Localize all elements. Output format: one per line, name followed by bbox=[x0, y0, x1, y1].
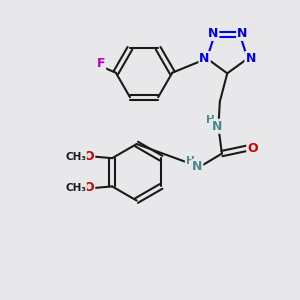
Text: O: O bbox=[84, 182, 94, 194]
Text: N: N bbox=[192, 160, 202, 173]
Text: O: O bbox=[84, 150, 94, 163]
Text: CH₃: CH₃ bbox=[65, 183, 86, 193]
Text: N: N bbox=[208, 27, 218, 40]
Text: N: N bbox=[237, 27, 247, 40]
Text: N: N bbox=[245, 52, 256, 65]
Text: CH₃: CH₃ bbox=[65, 152, 86, 162]
Text: H: H bbox=[186, 156, 194, 166]
Text: N: N bbox=[200, 52, 210, 65]
Text: H: H bbox=[206, 115, 214, 125]
Text: N: N bbox=[212, 120, 222, 133]
Text: F: F bbox=[97, 57, 105, 70]
Text: O: O bbox=[247, 142, 258, 155]
